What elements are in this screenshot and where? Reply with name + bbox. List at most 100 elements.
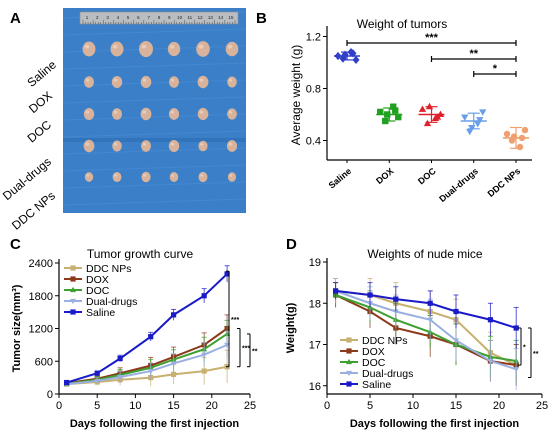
data-point <box>147 368 154 375</box>
x-tick-label: Dual-drugs <box>437 166 480 204</box>
data-point <box>521 126 529 134</box>
data-point <box>510 133 518 140</box>
data-point <box>518 134 526 142</box>
data-point <box>516 143 524 151</box>
data-point <box>377 108 384 116</box>
y-tick-label: 0.8 <box>306 84 321 96</box>
data-point <box>94 370 100 376</box>
legend-label: DDC NPs <box>362 335 408 347</box>
significance-label: * <box>523 345 526 352</box>
tumor <box>197 107 209 121</box>
tumor <box>83 139 95 153</box>
data-point <box>476 117 484 124</box>
data-point <box>392 309 399 315</box>
tumor <box>139 40 153 58</box>
tumor <box>198 140 208 152</box>
data-point <box>117 374 124 381</box>
data-point <box>453 308 459 315</box>
photo-seam <box>63 138 246 142</box>
chart-title: Weights of nude mice <box>367 247 482 261</box>
data-point <box>171 371 177 377</box>
legend-label: Saline <box>362 379 391 391</box>
x-tick-label: 5 <box>367 400 373 412</box>
tumor <box>110 41 124 57</box>
data-point <box>334 51 342 61</box>
data-point <box>201 293 207 299</box>
data-point <box>425 102 434 110</box>
data-point <box>349 49 357 58</box>
legend-label: DOC <box>86 285 110 297</box>
series-line <box>335 289 517 329</box>
tumor <box>168 108 180 120</box>
x-tick-label: 5 <box>94 400 100 412</box>
legend-label: Dual-drugs <box>86 296 137 308</box>
data-point <box>382 117 389 125</box>
tumor <box>112 140 122 152</box>
x-tick-label: DDC NPs <box>486 166 523 199</box>
data-point <box>395 113 402 121</box>
y-tick-label: 18 <box>309 298 321 310</box>
x-tick-label: 0 <box>56 400 62 412</box>
ruler-mark: 3 <box>106 15 109 20</box>
tumor <box>141 140 151 152</box>
data-point <box>393 296 399 302</box>
ruler-mark: 8 <box>158 15 161 20</box>
tumor <box>112 108 122 120</box>
tumor <box>225 41 239 57</box>
data-point <box>461 114 469 121</box>
ruler-mark: 1 <box>86 15 89 20</box>
photo-row-label: DOC <box>24 117 54 145</box>
legend-label: Dual-drugs <box>362 368 413 380</box>
series-dual-drugs <box>332 278 520 390</box>
x-tick-label: 10 <box>129 400 141 412</box>
y-tick-label: 1800 <box>29 291 53 303</box>
legend-label: DOC <box>362 357 386 369</box>
ruler-mark: 7 <box>147 15 150 20</box>
tumor <box>226 140 238 152</box>
data-point <box>384 111 391 118</box>
tumor-photo: 1 2 3 4 5 6 7 8 9 10 11 12 13 14 15SalineDOXDOCDual-dr… <box>0 8 247 233</box>
tumor <box>196 41 210 57</box>
ruler-mark: 4 <box>117 15 120 20</box>
ruler-mark: 9 <box>168 15 171 20</box>
ruler-mark: 5 <box>127 15 130 20</box>
data-point <box>224 271 230 277</box>
data-point <box>479 109 487 116</box>
y-tick-label: 17 <box>309 340 321 352</box>
data-point <box>433 113 442 120</box>
tumor <box>140 107 152 121</box>
tumor <box>168 140 180 152</box>
x-axis-label: Days following the first injection <box>70 418 240 430</box>
data-point <box>392 107 399 114</box>
data-point <box>170 361 177 367</box>
tumor <box>197 75 209 89</box>
y-tick-label: 1200 <box>29 324 53 336</box>
data-point <box>513 367 520 373</box>
ruler-mark: 2 <box>96 15 99 20</box>
panel-letter-d: D <box>286 236 297 253</box>
y-axis-label: Tumor size(mm³) <box>11 284 23 372</box>
x-tick-label: 20 <box>493 400 505 412</box>
ruler-mark: 13 <box>208 15 214 20</box>
data-point <box>201 352 208 358</box>
y-tick-label: 19 <box>309 257 321 269</box>
y-axis-label: Average weight (g) <box>289 45 303 146</box>
tumor <box>111 76 123 88</box>
data-point <box>513 325 519 331</box>
tumor <box>82 41 96 57</box>
data-point <box>468 124 476 132</box>
series-dual-drugs <box>63 330 231 388</box>
ruler-mark: 12 <box>198 15 204 20</box>
y-tick-label: 600 <box>35 356 53 368</box>
data-point <box>427 317 434 323</box>
data-point <box>418 105 427 112</box>
legend-label: DOX <box>362 346 385 358</box>
photo-row-label: DOX <box>26 89 55 116</box>
significance-label: ** <box>469 48 478 60</box>
legend-label: DDC NPs <box>86 263 132 275</box>
tumor <box>112 171 122 183</box>
x-tick-label: Saline <box>327 166 354 191</box>
chart-weights-of-nude-mice: Weights of nude mice 0 5 10 15 20 25 16 17 18 19 Da… <box>285 247 548 430</box>
